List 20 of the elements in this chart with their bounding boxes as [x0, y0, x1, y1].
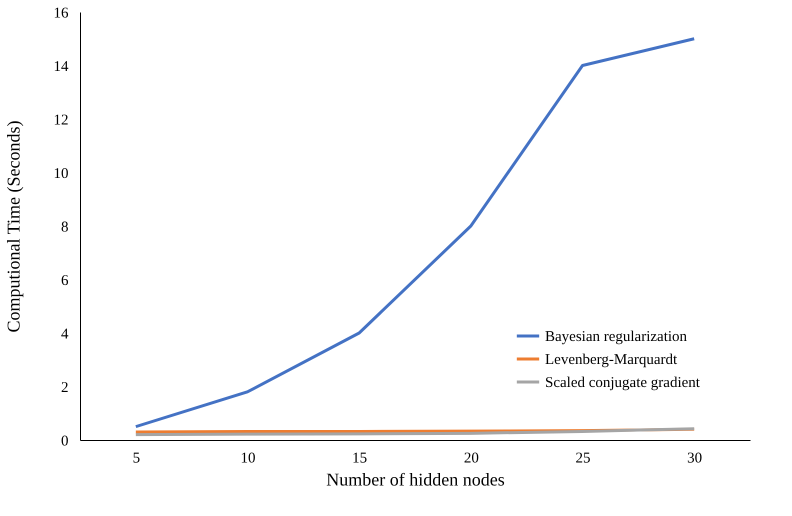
y-tick-label: 14 [54, 59, 69, 75]
legend-label: Bayesian regularization [545, 329, 688, 345]
y-tick-label: 10 [54, 166, 68, 182]
x-tick-label: 15 [352, 450, 368, 466]
x-tick-label: 30 [687, 450, 702, 466]
x-axis-title: Number of hidden nodes [326, 470, 505, 490]
y-tick-label: 6 [61, 273, 69, 289]
y-tick-label: 12 [54, 112, 68, 128]
y-axis-title: Computional Time (Seconds) [4, 120, 24, 333]
y-tick-label: 2 [61, 380, 68, 396]
y-tick-label: 8 [61, 220, 68, 236]
y-tick-label: 16 [54, 6, 69, 22]
x-tick-label: 10 [240, 450, 256, 466]
y-tick-label: 0 [61, 434, 68, 450]
legend-label: Levenberg-Marquardt [545, 352, 678, 368]
x-tick-label: 20 [464, 450, 479, 466]
legend-label: Scaled conjugate gradient [545, 375, 701, 391]
x-tick-label: 25 [576, 450, 590, 466]
y-tick-label: 4 [61, 326, 69, 342]
x-tick-label: 5 [132, 450, 140, 466]
